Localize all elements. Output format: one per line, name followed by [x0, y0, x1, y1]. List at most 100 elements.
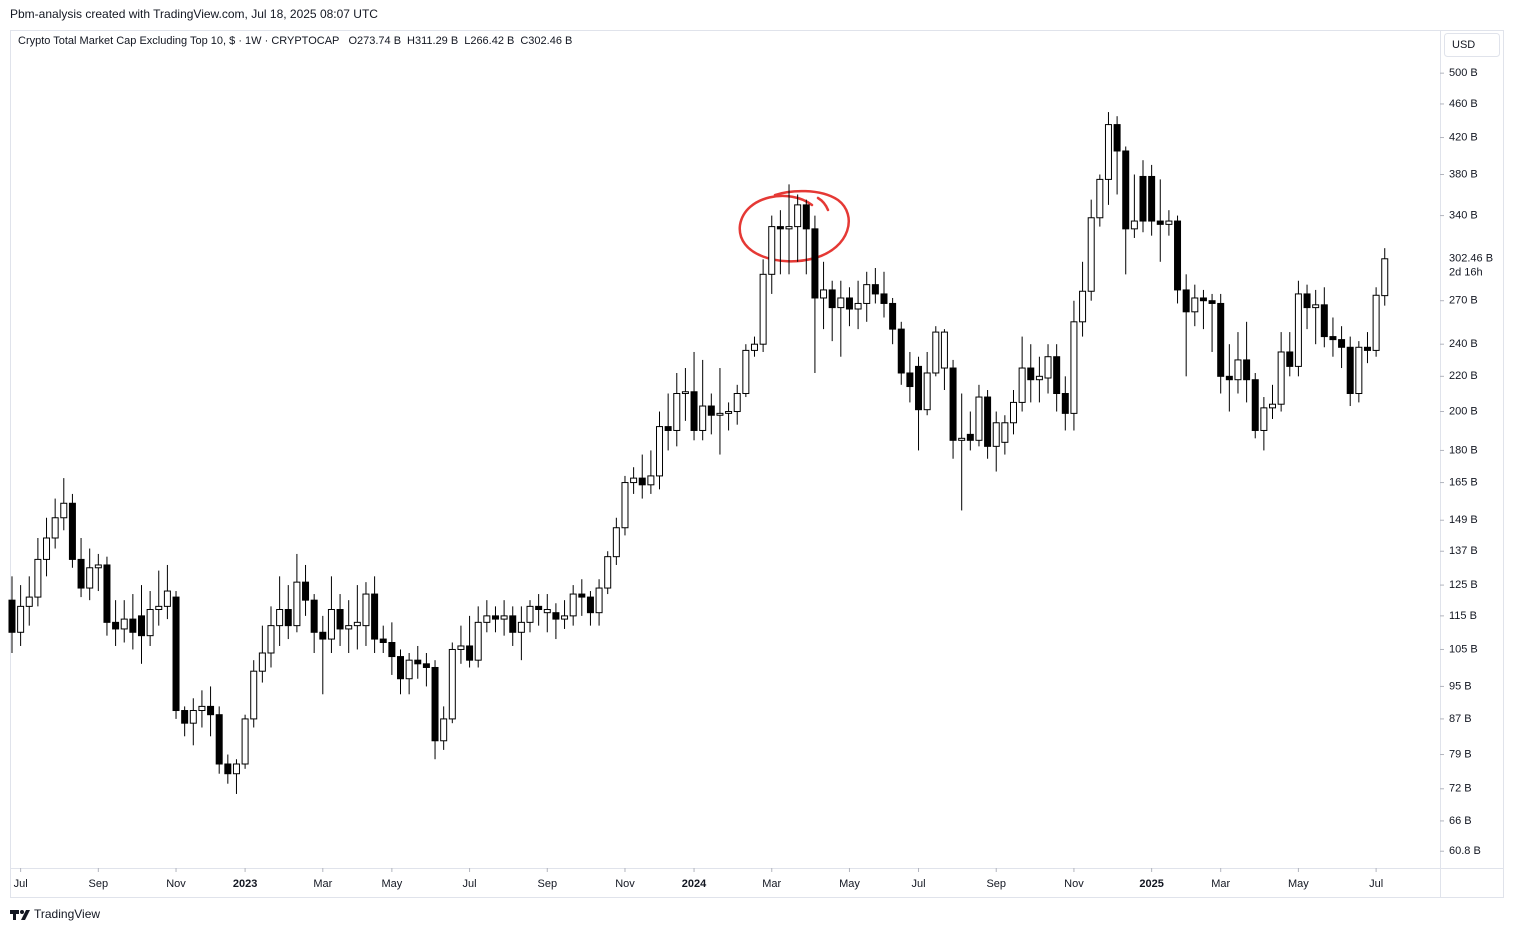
x-tick-label: Nov	[615, 878, 635, 890]
candle-body	[1130, 220, 1138, 230]
candle-body	[1217, 302, 1225, 377]
candle-body	[457, 645, 465, 650]
candle-body	[1243, 359, 1251, 381]
x-tick-label: Sep	[537, 878, 557, 890]
y-tick-label: 420 B	[1449, 131, 1478, 143]
candle-body	[837, 297, 845, 309]
candle-body	[68, 502, 76, 560]
currency-button[interactable]	[1444, 33, 1500, 57]
candle-body	[345, 625, 353, 630]
y-tick-label: 66 B	[1449, 815, 1472, 827]
candle-body	[1277, 351, 1285, 405]
y-tick-label: 60.8 B	[1449, 845, 1481, 857]
x-tick-label: Jul	[14, 878, 28, 890]
candle-body	[422, 663, 430, 668]
y-tick-label: 125 B	[1449, 579, 1478, 591]
candle-body	[112, 621, 120, 630]
x-tick-label: Mar	[313, 878, 332, 890]
candle-body	[1199, 297, 1207, 302]
legend: Crypto Total Market Cap Excluding Top 10…	[18, 35, 578, 47]
currency[interactable]: USD	[1452, 39, 1475, 51]
candle-body	[267, 625, 275, 654]
candle-body	[440, 718, 448, 742]
y-tick-label: 79 B	[1449, 748, 1472, 760]
candle-body	[319, 631, 327, 640]
candle-body	[310, 599, 318, 633]
candle-body	[397, 656, 405, 680]
y-tick-label: 180 B	[1449, 444, 1478, 456]
candle-body	[1061, 393, 1069, 414]
candle-body	[86, 567, 94, 589]
candle-body	[958, 437, 966, 441]
candle-body	[664, 426, 672, 431]
candle-body	[1303, 293, 1311, 309]
candle-body	[1269, 403, 1277, 409]
candle-body	[1182, 289, 1190, 313]
candle-body	[889, 302, 897, 330]
candle-body	[802, 204, 810, 230]
x-tick-label: Sep	[89, 878, 109, 890]
candle-body	[1286, 351, 1294, 367]
candle-body	[915, 365, 923, 411]
candle-body	[1165, 220, 1173, 225]
legend-ohlc: L266.42 B	[464, 35, 515, 47]
candle-body	[647, 475, 655, 486]
candle-body	[768, 226, 776, 275]
x-tick-label: May	[839, 878, 860, 890]
candle-body	[785, 226, 793, 230]
candle-body	[1113, 124, 1121, 152]
candle-body	[1174, 220, 1182, 291]
candle-body	[656, 426, 664, 477]
y-tick-label: 500 B	[1449, 67, 1478, 79]
candle-body	[897, 328, 905, 374]
candle-body	[1053, 356, 1061, 395]
x-tick-label: Sep	[986, 878, 1006, 890]
candle-body	[707, 405, 715, 416]
chart-frame	[10, 30, 1504, 898]
legend-ohlc: O273.74 B	[348, 35, 402, 47]
candle-body	[673, 393, 681, 431]
candle-body	[923, 372, 931, 411]
candle-body	[163, 590, 171, 607]
x-tick-label: 2023	[233, 878, 257, 890]
candle-body	[820, 289, 828, 299]
candle-body	[1104, 124, 1112, 180]
candle-body	[578, 593, 586, 598]
candle-body	[94, 564, 102, 569]
attribution: Pbm-analysis created with TradingView.co…	[10, 7, 378, 21]
candle-body	[483, 615, 491, 623]
candle-body	[155, 605, 163, 611]
y-tick-label: 460 B	[1449, 98, 1478, 110]
candle-body	[362, 593, 370, 627]
x-tick-label: May	[1288, 878, 1309, 890]
x-tick-label: 2024	[682, 878, 707, 890]
y-tick-label: 115 B	[1449, 610, 1477, 622]
x-tick-label: Mar	[762, 878, 781, 890]
candle-body	[690, 391, 698, 431]
legend-ohlc: H311.29 B	[407, 35, 459, 47]
candle-body	[1035, 375, 1043, 381]
candle-body	[181, 710, 189, 724]
x-tick-label: Nov	[166, 878, 186, 890]
candle-body	[172, 596, 180, 712]
candle-body	[880, 293, 888, 304]
candle-body	[543, 609, 551, 614]
candle-body	[854, 302, 862, 310]
candle-body	[103, 564, 111, 623]
candle-body	[241, 718, 249, 765]
candle-body	[1070, 321, 1078, 414]
candle-body	[845, 297, 853, 310]
candle-body	[17, 605, 25, 633]
candle-body	[25, 596, 33, 607]
candle-body	[586, 596, 594, 614]
candle-body	[638, 477, 646, 486]
candle-body	[750, 343, 758, 351]
candle-body	[811, 228, 819, 299]
last-price-label: 302.46 B	[1449, 253, 1493, 265]
candle-body	[828, 289, 836, 309]
candle-body	[51, 517, 59, 539]
candle-body	[1260, 407, 1268, 431]
candle-body	[569, 593, 577, 617]
candle-body	[224, 763, 232, 775]
candle-body	[8, 599, 16, 633]
